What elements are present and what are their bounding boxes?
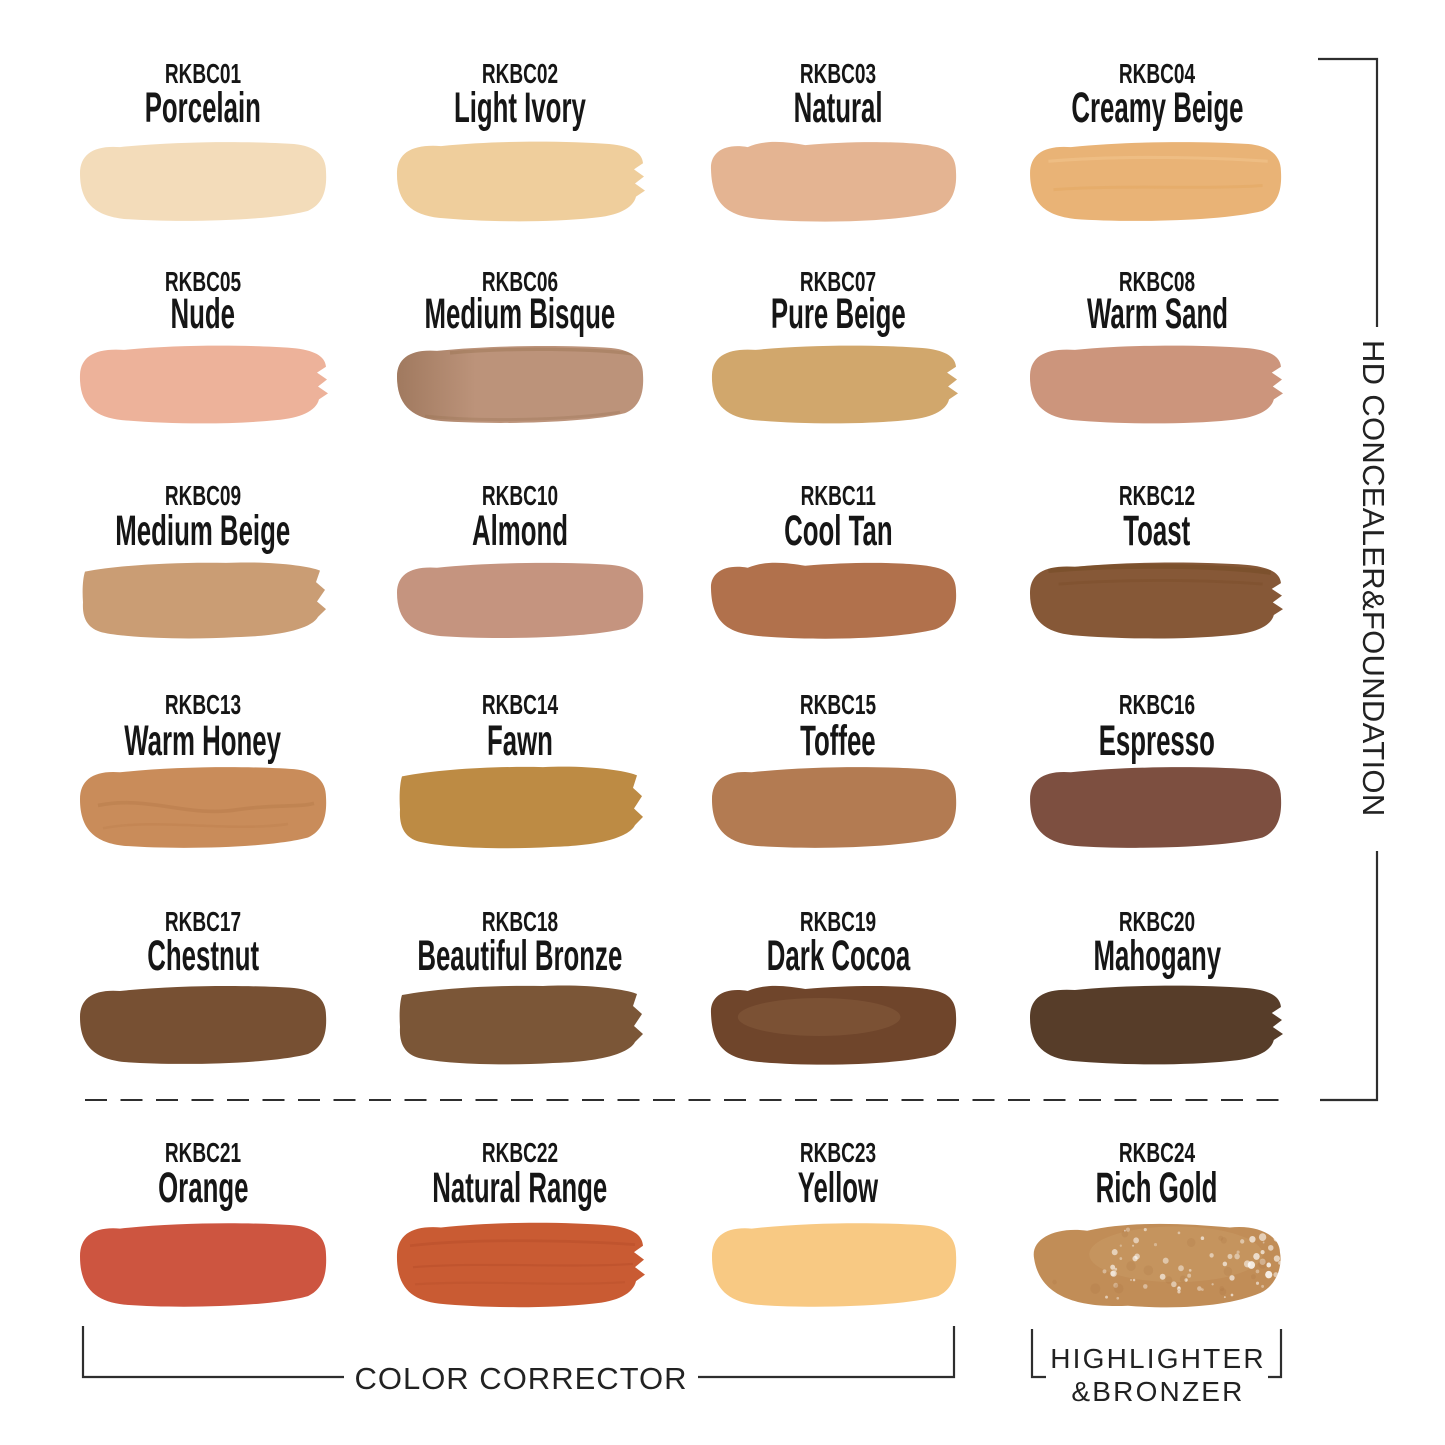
svg-text:COLOR CORRECTOR: COLOR CORRECTOR xyxy=(354,1361,687,1396)
svg-text:HD CONCEALER&FOUNDATION: HD CONCEALER&FOUNDATION xyxy=(1356,340,1391,817)
svg-text:&BRONZER: &BRONZER xyxy=(1071,1376,1244,1407)
svg-text:HIGHLIGHTER: HIGHLIGHTER xyxy=(1050,1343,1266,1374)
